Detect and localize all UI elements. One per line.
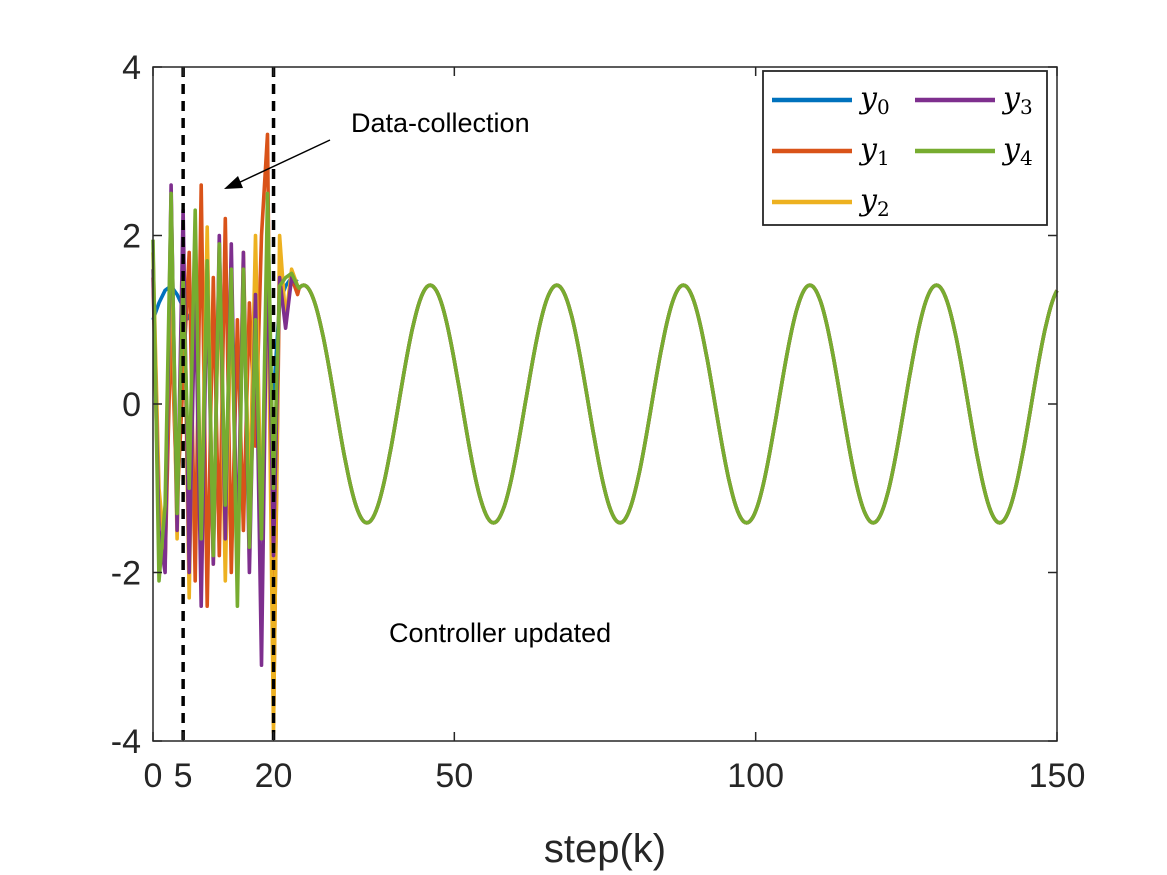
x-axis-label: step(k) — [544, 827, 666, 871]
x-tick-label: 5 — [174, 757, 193, 795]
y-tick-label: 4 — [122, 49, 141, 87]
legend-label-y2: y2 — [858, 183, 890, 221]
series-layer — [151, 132, 1059, 735]
legend-label-y0: y0 — [858, 81, 890, 119]
x-tick-label: 0 — [144, 757, 163, 795]
tick-layer — [152, 66, 1058, 742]
annotation-data-collection-text: Data-collection — [351, 108, 530, 138]
legend-box — [762, 70, 1048, 226]
y-tick-label: 2 — [122, 218, 141, 256]
x-tick-label: 150 — [1029, 757, 1086, 795]
x-tick-label: 20 — [255, 757, 293, 795]
legend-label-y4: y4 — [1001, 132, 1033, 170]
annotation-arrow-head — [224, 176, 243, 189]
y-tick-label: 0 — [122, 386, 141, 424]
y-tick-label: -4 — [111, 723, 141, 761]
x-tick-label: 100 — [727, 757, 784, 795]
series-line-y4 — [151, 191, 1059, 608]
annotation-data-collection: Data-collection — [224, 108, 530, 189]
vline-layer — [181, 67, 276, 741]
legend-label-y3: y3 — [1001, 81, 1033, 119]
x-tick-label: 50 — [435, 757, 473, 795]
annotation-controller-updated: Controller updated — [389, 618, 611, 648]
legend-label-y1: y1 — [858, 132, 890, 170]
y-tick-label: -2 — [111, 555, 141, 593]
annotation-arrow-line — [235, 139, 331, 185]
legend: y0 y1 y2 y3 y4 — [762, 70, 1048, 226]
